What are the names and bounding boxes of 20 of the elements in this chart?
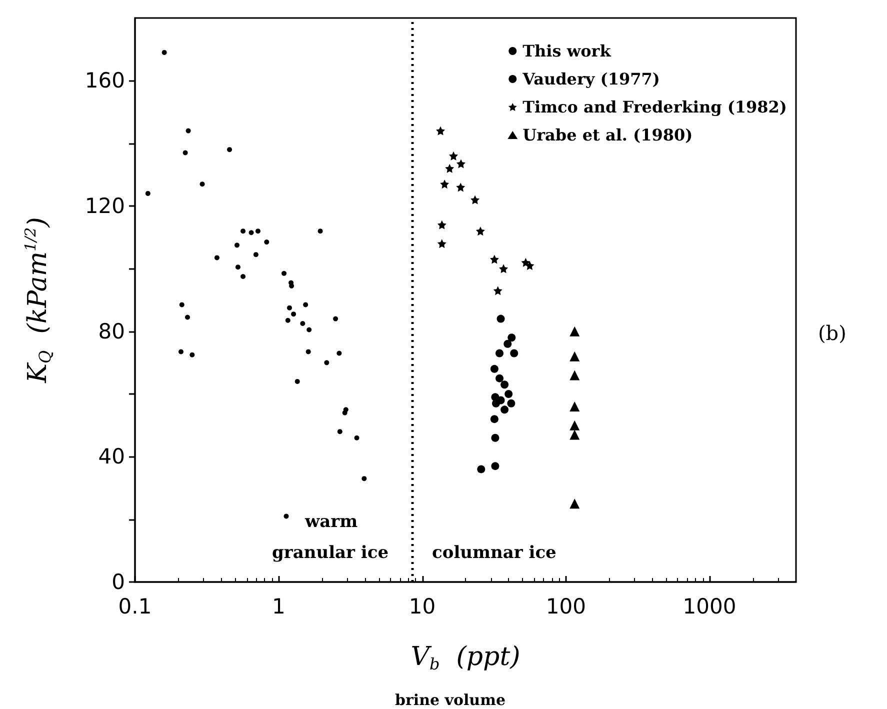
legend-label: Timco and Frederking (1982) [522,98,788,116]
x-tick-label: 10 [408,594,436,618]
x-tick-label: 100 [546,594,586,618]
annotation: columnar ice [432,543,557,563]
y-tick-label: 160 [84,68,125,93]
legend-label: Urabe et al. (1980) [522,126,693,144]
text: brine volume [395,691,506,709]
y-axis-title: KQ (kPam1/2) [22,217,54,384]
legend-label: This work [522,42,612,60]
y-tick-label: 120 [84,194,125,218]
annotation: granular ice [272,543,389,563]
x-tick-label: 1 [272,594,286,618]
x-tick-label: 1000 [682,594,736,618]
legend-label: Vaudery (1977) [522,70,660,88]
y-tick-label: 80 [98,319,125,344]
annotation: warm [304,512,358,532]
text: (b) [818,321,846,345]
x-tick-label: 0.1 [118,594,152,618]
y-tick-label: 40 [98,444,125,469]
y-tick-label: 0 [112,570,125,594]
